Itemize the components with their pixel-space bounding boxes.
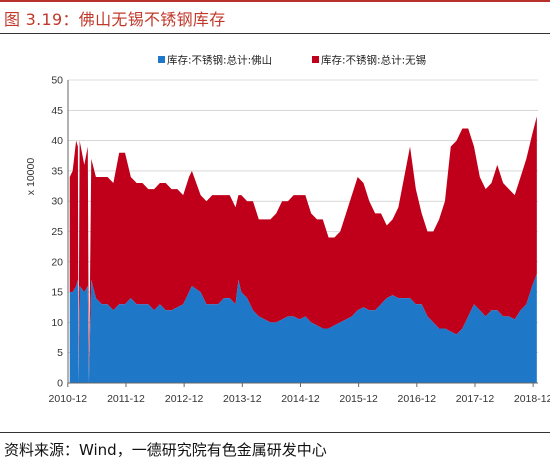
y-tick-label: 30 bbox=[51, 196, 63, 208]
legend-swatch bbox=[312, 56, 319, 63]
y-tick-label: 20 bbox=[51, 256, 63, 268]
area-foshan bbox=[69, 273, 537, 383]
top-accent-line bbox=[0, 0, 550, 2]
x-tick-label: 2010-12 bbox=[49, 393, 88, 405]
legend-swatch bbox=[158, 56, 165, 63]
legend-label: 库存:不锈钢:总计:佛山 bbox=[167, 54, 272, 67]
source-rule bbox=[0, 432, 550, 433]
figure-title: 图 3.19：佛山无锡不锈钢库存 bbox=[4, 10, 226, 29]
area-wuxi bbox=[69, 116, 537, 384]
x-tick-label: 2014-12 bbox=[281, 393, 320, 405]
y-tick-label: 5 bbox=[57, 347, 63, 359]
y-tick-label: 25 bbox=[51, 226, 63, 238]
x-tick-label: 2011-12 bbox=[107, 393, 145, 405]
y-tick-label: 40 bbox=[51, 135, 63, 147]
y-tick-label: 15 bbox=[51, 287, 63, 299]
y-tick-label: 35 bbox=[51, 165, 63, 177]
x-tick-label: 2015-12 bbox=[339, 393, 378, 405]
y-tick-label: 45 bbox=[51, 105, 63, 117]
chart-areas bbox=[69, 116, 537, 384]
y-axis-label: x 10000 bbox=[25, 158, 37, 196]
y-tick-label: 0 bbox=[57, 378, 63, 390]
x-tick-label: 2017-12 bbox=[456, 393, 495, 405]
x-tick-label: 2018-12 bbox=[514, 393, 550, 405]
x-tick-label: 2012-12 bbox=[165, 393, 204, 405]
chart-legend: 库存:不锈钢:总计:佛山 库存:不锈钢:总计:无锡 bbox=[158, 54, 426, 67]
source-note: 资料来源：Wind，一德研究院有色金属研发中心 bbox=[4, 441, 327, 459]
x-tick-label: 2016-12 bbox=[398, 393, 437, 405]
y-tick-label: 10 bbox=[51, 317, 63, 329]
legend-label: 库存:不锈钢:总计:无锡 bbox=[321, 54, 426, 67]
title-rule bbox=[0, 33, 550, 34]
chart-axes: 0 5 10 15 20 25 30 35 40 45 50 2010-12 2011-12 2012-1… bbox=[25, 75, 550, 406]
x-tick-label: 2013-12 bbox=[223, 393, 262, 405]
y-tick-label: 50 bbox=[51, 75, 63, 87]
